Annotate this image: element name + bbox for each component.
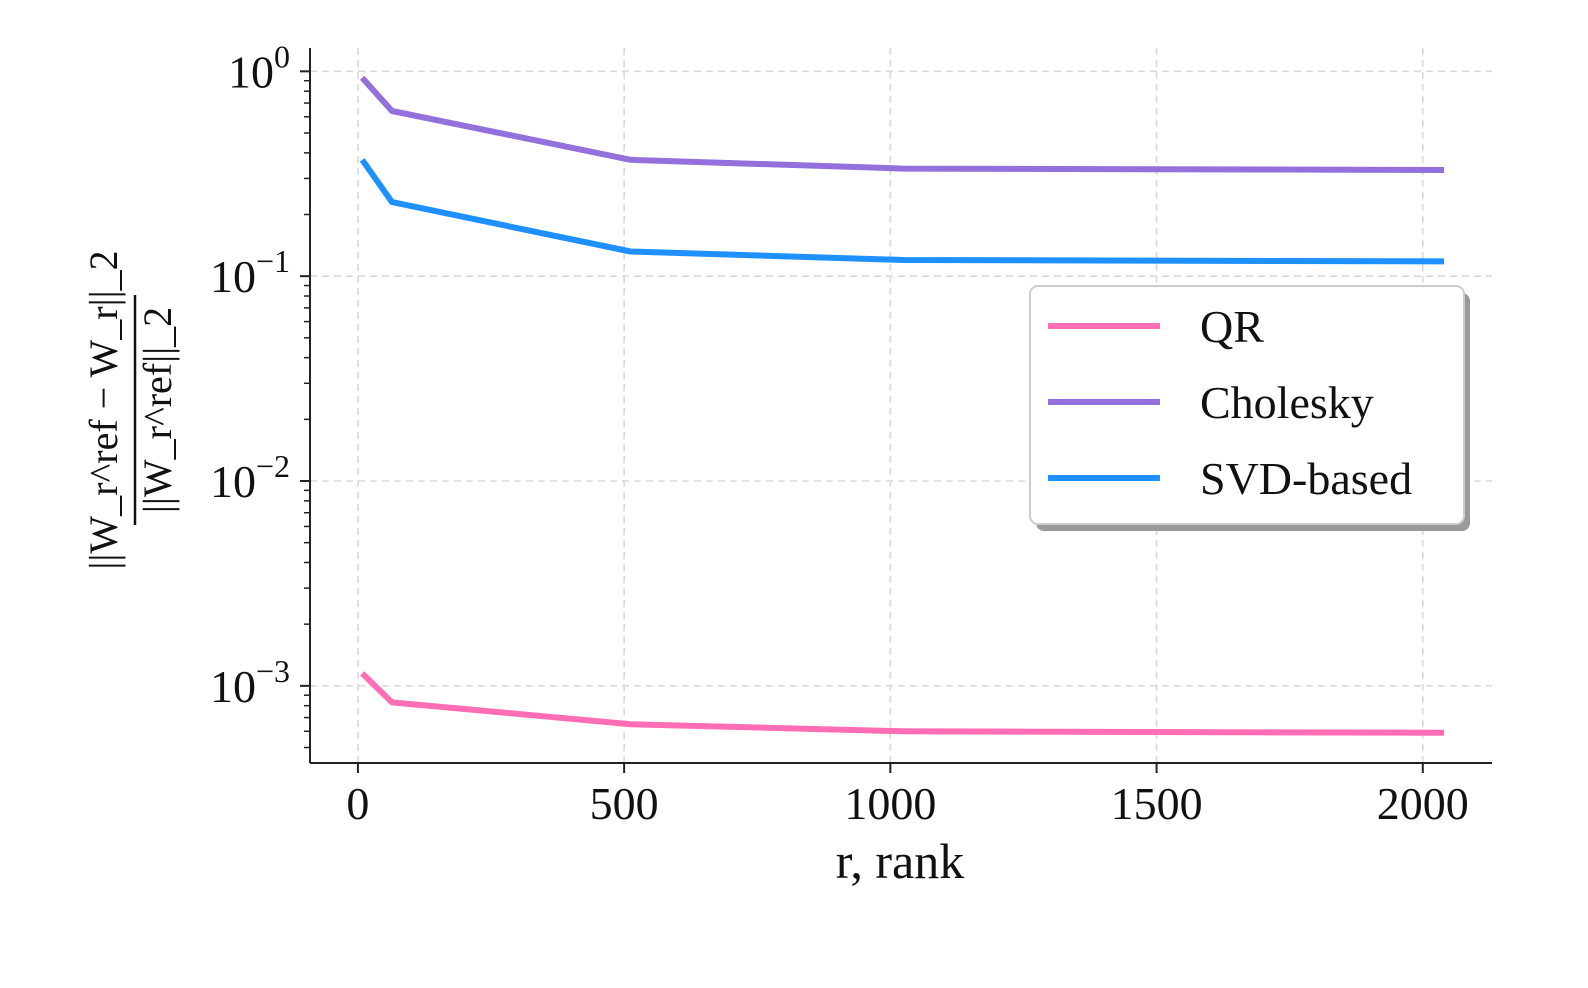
legend: QR Cholesky SVD-based bbox=[1029, 285, 1470, 531]
axes bbox=[300, 48, 1492, 773]
legend-label-svd-based: SVD-based bbox=[1200, 453, 1412, 504]
x-tick-label: 1500 bbox=[1111, 778, 1203, 829]
y-tick-label: 10−2 bbox=[210, 448, 290, 507]
series-line-cholesky bbox=[359, 75, 1445, 173]
x-tick-label: 2000 bbox=[1377, 778, 1469, 829]
x-tick-label: 1000 bbox=[844, 778, 936, 829]
y-tick-label: 10−1 bbox=[210, 243, 290, 302]
y-tick-label: 10−3 bbox=[210, 653, 290, 712]
x-axis-label: r, rank bbox=[836, 833, 965, 889]
y-tick-label: 100 bbox=[228, 38, 290, 97]
series-line-qr bbox=[360, 671, 1445, 736]
y-axis-label-denominator: ||W_r^ref||_2 bbox=[135, 307, 180, 513]
y-tick-labels: 100 10−1 10−2 10−3 bbox=[210, 38, 290, 711]
legend-box bbox=[1029, 285, 1465, 525]
x-tick-labels: 0 500 1000 1500 2000 bbox=[346, 778, 1468, 829]
x-tick-label: 0 bbox=[346, 778, 369, 829]
y-axis-label-numerator: ||W_r^ref − W_r||_2 bbox=[81, 250, 126, 569]
series-line-svd-based bbox=[359, 158, 1445, 265]
y-axis-label: ||W_r^ref − W_r||_2 ||W_r^ref||_2 bbox=[81, 250, 180, 569]
grid bbox=[310, 48, 1492, 763]
series-lines bbox=[359, 75, 1445, 736]
x-tick-label: 500 bbox=[590, 778, 659, 829]
legend-label-qr: QR bbox=[1200, 301, 1264, 352]
legend-label-cholesky: Cholesky bbox=[1200, 377, 1374, 428]
